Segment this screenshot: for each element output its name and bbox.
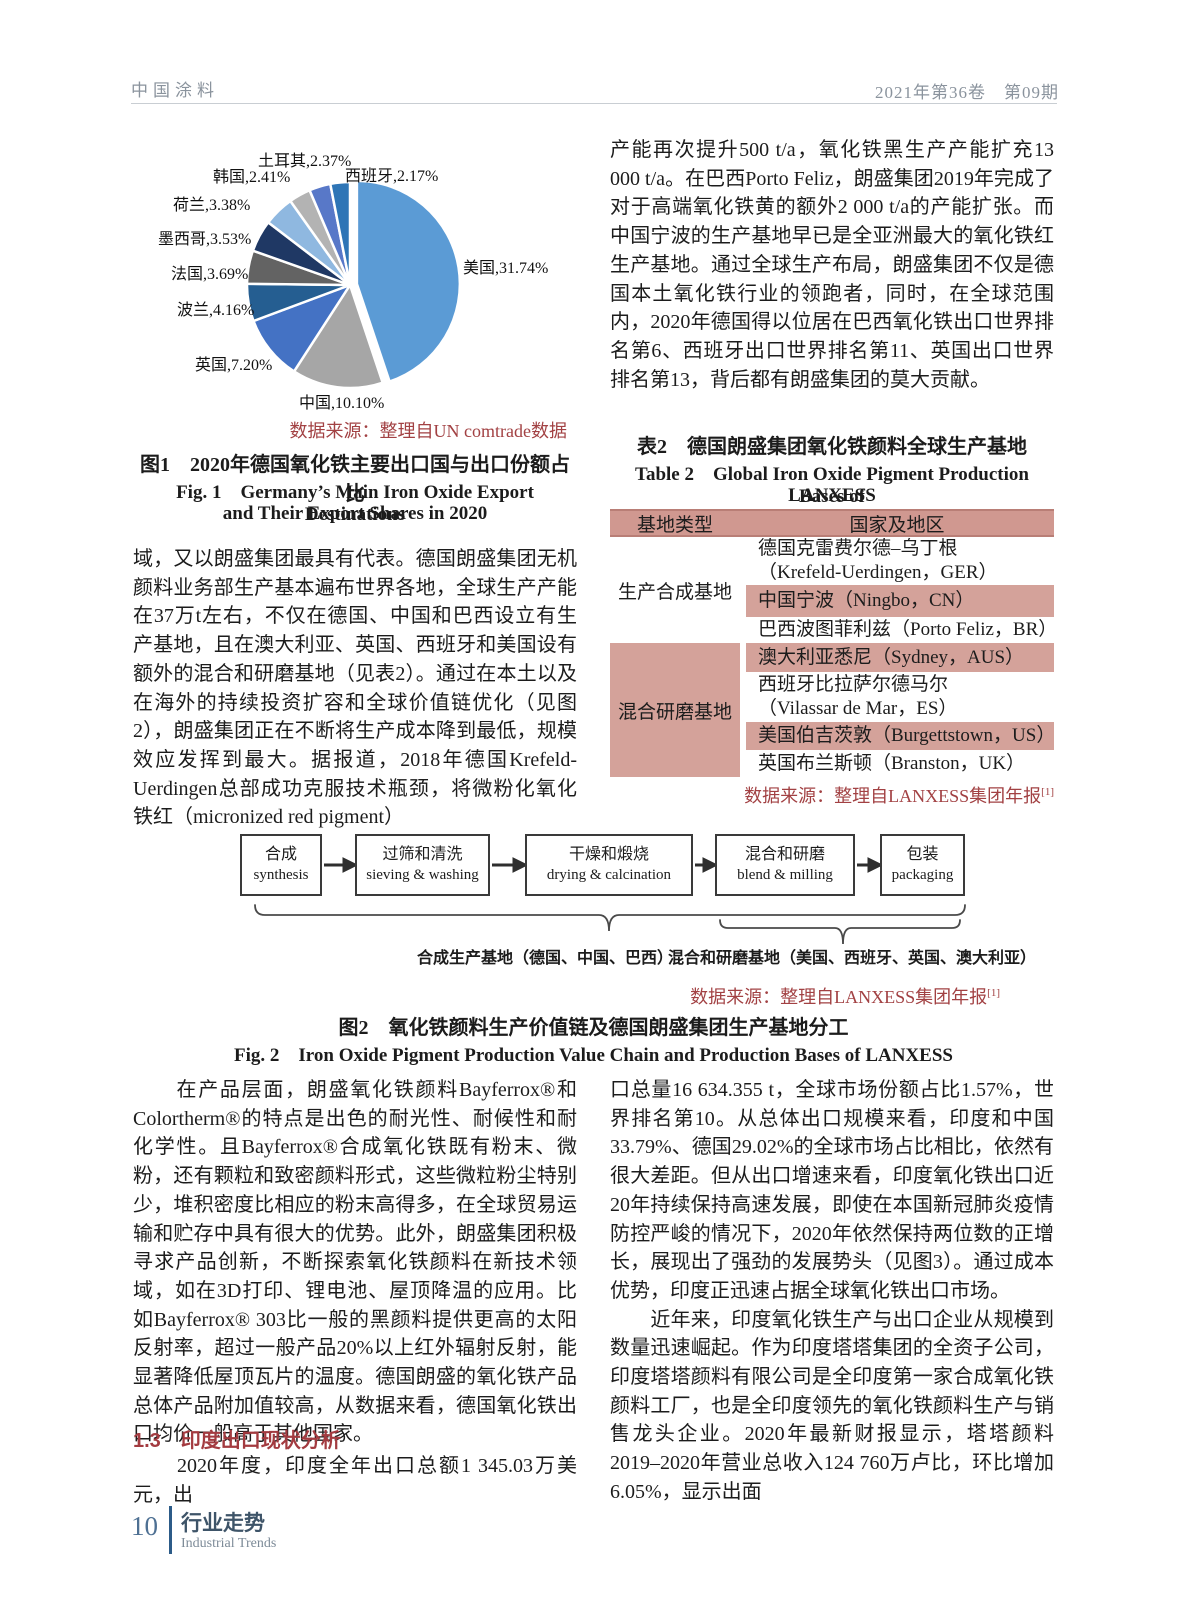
table2-column-gutter [740,537,746,777]
table-row: 英国布兰斯顿（Branston，UK） [758,752,1026,774]
table2-source-text: 数据来源：整理自LANXESS集团年报 [744,786,1042,806]
paragraph-right-bottom-2: 近年来，印度氧化铁生产与出口企业从规模到数量迅速崛起。作为印度塔塔集团的全资子公… [610,1308,1054,1503]
table2-caption-en-line1: Table 2 Global Iron Oxide Pigment Produc… [635,464,1029,507]
flow-box-label-en: sieving & washing [366,867,479,883]
brace-milling-bases [719,919,961,945]
pie-label-netherlands: 荷兰,3.38% [173,197,251,214]
pie-slice-spain [329,180,352,287]
figure2-flow-diagram: 合成 synthesis 过筛和清洗 sieving & washing 干燥和… [133,825,1054,975]
flow-box-label-zh: 合成 [264,846,297,863]
pie-label-poland: 波兰,4.16% [177,302,255,319]
pie-label-france: 法国,3.69% [171,266,249,283]
page-number: 10 [131,1511,158,1541]
issue-info: 2021年第36卷 第09期 [875,83,1059,102]
flow-box-label-zh: 干燥和煅烧 [568,846,649,863]
flow-arrow-icon [324,857,884,873]
table2: 基地类型 国家及地区 生产合成基地 混合研磨基地 德国克雷费尔德–乌丁根 （Kr… [610,509,1058,777]
flow-box-label-zh: 过筛和清洗 [382,846,463,863]
table2-group-milling: 混合研磨基地 [610,643,740,777]
figure2-source-text: 数据来源：整理自LANXESS集团年报 [690,987,988,1007]
flow-box-label-zh: 包装 [906,846,939,863]
figure1-pie-chart: 美国,31.74% 中国,10.10% 英国,7.20% 波兰,4.16% 法国,3.6… [133,135,577,413]
paragraph-right-bottom-block: 口总量16 634.355 t，全球市场份额占比1.57%，世界排名第10。从总… [610,1076,1054,1507]
figure2-arrows-braces [254,857,966,945]
section-heading-1-3: 1.3 印度出口现状分析 [133,1430,341,1452]
flow-box-label-en: blend & milling [737,867,833,883]
figure2-source-ref: [1] [987,987,1000,999]
footer-divider-bar [169,1506,172,1554]
pie-label-korea: 韩国,2.41% [213,169,291,186]
figure1-caption-en-line1: Fig. 1 Germany’s Main Iron Oxide Export … [176,482,534,525]
table-row: 巴西波图菲利兹（Porto Feliz，BR） [758,619,1058,640]
flow-box-label-en: synthesis [253,867,309,883]
flow-box-label-zh: 混合和研磨 [744,846,825,863]
table2-group-synthesis: 生产合成基地 [617,581,732,603]
pie-label-turkey: 土耳其,2.37% [258,153,352,170]
table2-caption-zh: 表2 德国朗盛集团氧化铁颜料全球生产基地 [637,436,1027,458]
flow-box-packaging: 包装 packaging [880,834,965,896]
table-row: 美国伯吉茨敦（Burgettstown，US） [746,722,1055,750]
flow-box-label-en: drying & calcination [546,867,672,883]
brace-synthesis-bases [254,904,966,932]
table-row: 西班牙比拉萨尔德马尔 （Vilassar de Mar，ES） [758,674,958,719]
figure2-caption-zh: 图2 氧化铁颜料生产价值链及德国朗盛集团生产基地分工 [338,1017,849,1039]
paragraph-right-bottom-1: 口总量16 634.355 t，全球市场份额占比1.57%，世界排名第10。从总… [610,1079,1054,1302]
pie-label-uk: 英国,7.20% [195,357,273,374]
flow-box-drying-calcination: 干燥和煅烧 drying & calcination [525,834,693,896]
pie-label-spain: 西班牙,2.17% [345,168,439,185]
pie-label-china: 中国,10.10% [299,395,385,412]
pie-label-usa: 美国,31.74% [463,260,549,277]
figure2-caption-en: Fig. 2 Iron Oxide Pigment Production Val… [234,1045,953,1066]
table2-header-row: 基地类型 国家及地区 [610,509,1054,537]
table2-col-header-type: 基地类型 [636,514,713,536]
pie-svg [245,179,462,390]
table-row: 德国克雷费尔德–乌丁根 （Krefeld-Uerdingen，GER） [758,538,998,583]
table2-caption-en-line2: LANXESS [788,485,876,506]
pie-slice-usa [355,179,462,383]
table2-source-ref: [1] [1041,786,1054,798]
header-divider [131,103,1057,104]
paragraph-left-bottom: 在产品层面，朗盛氧化铁颜料Bayferrox®和Colortherm®的特点是出… [133,1079,577,1446]
brace-label-milling-bases: 混合和研磨基地（美国、西班牙、英国、澳大利亚） [668,950,1037,967]
flow-box-label-en: packaging [891,867,954,883]
flow-box-sieving-washing: 过筛和清洗 sieving & washing [355,834,490,896]
paragraph-left-last: 2020年度，印度全年出口总额1 345.03万美元，出 [133,1455,577,1506]
brace-label-synthesis-bases: 合成生产基地（德国、中国、巴西） [416,950,673,967]
figure2-source: 数据来源：整理自LANXESS集团年报[1] [133,983,1000,1009]
table-row: 中国宁波（Ningbo，CN） [746,585,1054,617]
table2-col-header-region: 国家及地区 [849,514,945,536]
paragraph-left-mid: 域，又以朗盛集团最具有代表。德国朗盛集团无机颜料业务部生产基本遍布世界各地，全球… [133,548,577,829]
table2-source: 数据来源：整理自LANXESS集团年报[1] [610,782,1054,808]
flow-box-synthesis: 合成 synthesis [240,834,322,896]
paragraph-right-top: 产能再次提升500 t/a，氧化铁黑生产产能扩充13 000 t/a。在巴西Po… [610,139,1054,391]
figure1-caption-en-line2: and Their Export Shares in 2020 [222,503,488,524]
pie-slice-china [292,283,384,390]
table-row: 澳大利亚悉尼（Sydney，AUS） [746,643,1054,672]
footer-section-zh: 行业走势 [181,1512,265,1535]
flow-box-blend-milling: 混合和研磨 blend & milling [715,834,855,896]
figure1-source: 数据来源：整理自UN comtrade数据 [289,421,567,441]
journal-name: 中国涂料 [131,81,219,100]
footer-section-en: Industrial Trends [181,1536,277,1551]
pie-label-mexico: 墨西哥,3.53% [158,231,252,248]
figure1-caption-zh: 图1 2020年德国氧化铁主要出口国与出口份额占比 [140,454,570,505]
